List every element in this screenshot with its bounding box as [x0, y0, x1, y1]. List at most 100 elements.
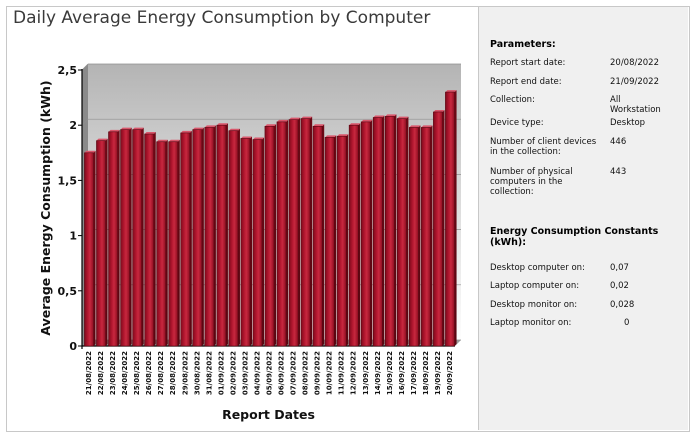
bar — [216, 124, 227, 347]
x-tick-label: 24/08/2022 — [121, 351, 129, 395]
panel-divider — [478, 7, 479, 430]
param-label: Report end date: — [490, 77, 562, 87]
bar-top — [264, 124, 277, 127]
bar-top — [421, 125, 433, 128]
bar — [180, 132, 191, 347]
bar-side — [105, 138, 108, 346]
x-tick-label: 11/09/2022 — [338, 351, 346, 395]
bar-top — [144, 132, 156, 135]
bar-side — [213, 125, 216, 347]
x-tick-label: 05/09/2022 — [266, 351, 274, 395]
bar-side — [382, 115, 385, 346]
bar-top — [409, 125, 421, 128]
bar — [336, 135, 347, 347]
bar-side — [201, 127, 204, 346]
x-tick-label: 02/09/2022 — [229, 351, 237, 395]
bar-side — [334, 135, 337, 346]
param-label: Device type: — [490, 118, 544, 128]
bar-side — [442, 109, 445, 347]
bar — [276, 121, 287, 347]
bar-side — [454, 90, 457, 346]
bar-top — [397, 116, 409, 119]
bar-side — [370, 119, 373, 346]
gridline-connector — [81, 63, 89, 71]
y-tick-label: 2,5 — [58, 64, 78, 77]
bar-side — [358, 123, 361, 346]
bar-top — [385, 114, 397, 117]
const-value: 0,07 — [610, 263, 629, 273]
bar — [252, 139, 263, 347]
bar-top — [216, 123, 228, 126]
x-tick-label: 01/09/2022 — [217, 351, 225, 395]
x-tick-label: 25/08/2022 — [133, 351, 141, 395]
bar-side — [274, 124, 277, 346]
param-label: Collection: — [490, 95, 535, 105]
y-tick-label: 0,5 — [58, 285, 78, 298]
const-value: 0,02 — [610, 281, 629, 291]
x-tick-label: 07/09/2022 — [290, 351, 298, 395]
y-tick-label: 1 — [69, 230, 77, 243]
bar-top — [361, 119, 373, 122]
x-tick-label: 13/09/2022 — [362, 351, 370, 395]
bar-top — [120, 127, 132, 130]
y-axis-title: Average Energy Consumption (kWh) — [38, 80, 53, 335]
const-value: 0 — [624, 318, 630, 328]
x-tick-label: 31/08/2022 — [205, 351, 213, 395]
x-tick-label: 21/08/2022 — [85, 351, 93, 395]
bar — [409, 127, 419, 347]
bar-side — [430, 125, 433, 347]
x-tick-label: 26/08/2022 — [145, 351, 153, 395]
bar — [144, 133, 155, 347]
const-label: Desktop monitor on: — [490, 300, 578, 310]
bar — [192, 129, 203, 347]
x-tick-label: 15/09/2022 — [386, 351, 394, 395]
x-tick-label: 20/09/2022 — [446, 351, 454, 395]
param-value: Desktop — [610, 118, 646, 128]
x-tick-label: 12/09/2022 — [350, 351, 358, 395]
x-axis-title: Report Dates — [222, 407, 315, 422]
bar-top — [337, 134, 349, 137]
x-tick-label: 29/08/2022 — [181, 351, 189, 395]
x-tick-label: 14/09/2022 — [374, 351, 382, 395]
bar — [384, 116, 395, 347]
bar-side — [322, 124, 325, 346]
bar-side — [286, 119, 289, 346]
bar-side — [418, 125, 421, 347]
bar — [300, 118, 311, 347]
bar-top — [204, 125, 216, 128]
y-tick-label: 0 — [69, 340, 77, 353]
x-tick-label: 16/09/2022 — [398, 351, 406, 395]
x-tick-label: 18/09/2022 — [422, 351, 430, 395]
bar-side — [250, 136, 253, 346]
bar-side — [153, 132, 156, 346]
y-tick-label: 1,5 — [58, 174, 78, 187]
constants-heading: Energy Consumption Constants (kWh): — [490, 226, 659, 248]
bar-side — [129, 127, 132, 346]
x-tick-label: 10/09/2022 — [326, 351, 334, 395]
bar — [433, 111, 443, 347]
x-tick-label: 27/08/2022 — [157, 351, 165, 395]
x-tick-label: 06/09/2022 — [278, 351, 286, 395]
bar-side — [262, 137, 265, 346]
bar — [396, 118, 407, 347]
bar — [348, 124, 359, 347]
bar-top — [373, 115, 385, 118]
bar — [372, 117, 383, 347]
bar-side — [237, 128, 240, 346]
bar-chart: 0 0,5 1 1,5 2 2,5 21/08/2022 22/08/2022 23/08/20… — [38, 63, 461, 422]
bar — [421, 127, 431, 347]
param-value: 446 — [610, 137, 627, 147]
param-label: Number of client devices in the collecti… — [490, 137, 597, 157]
bar — [156, 141, 167, 347]
y-tick-label: 2 — [69, 119, 77, 132]
const-label: Desktop computer on: — [490, 263, 585, 273]
parameters-heading: Parameters: — [490, 39, 556, 50]
bar-side — [298, 117, 301, 347]
bar — [132, 129, 143, 347]
bar-side — [394, 114, 397, 346]
bar-top — [433, 109, 445, 112]
x-tick-label: 30/08/2022 — [193, 351, 201, 395]
bar — [96, 140, 106, 347]
bar — [445, 91, 455, 347]
bar — [204, 127, 215, 347]
